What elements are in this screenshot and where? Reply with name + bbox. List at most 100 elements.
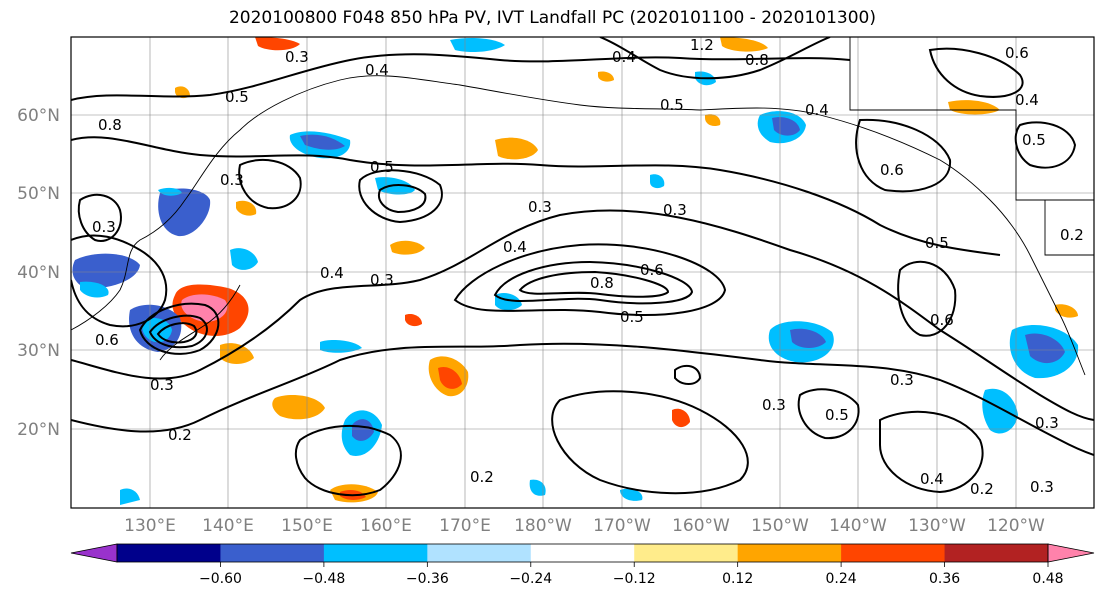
contour-line xyxy=(71,234,168,328)
negative-anomaly xyxy=(352,419,374,441)
negative-anomaly xyxy=(450,37,505,53)
contour-label: 0.3 xyxy=(663,201,687,219)
positive-anomaly xyxy=(255,37,300,51)
negative-anomaly xyxy=(790,328,826,348)
lon-label: 160°W xyxy=(672,516,730,536)
colorbar-tick-label: −0.36 xyxy=(406,571,449,587)
lon-label: 120°W xyxy=(987,516,1045,536)
contour-line xyxy=(1014,121,1077,169)
contour-label: 0.5 xyxy=(370,158,394,176)
contour-label: 0.6 xyxy=(880,161,904,179)
negative-anomaly xyxy=(158,187,182,196)
contour-label: 0.4 xyxy=(1015,91,1039,109)
contour-label: 0.2 xyxy=(168,426,192,444)
positive-anomaly xyxy=(220,343,254,364)
positive-anomaly xyxy=(672,408,690,428)
colorbar-swatch xyxy=(634,544,739,562)
contour-label: 0.3 xyxy=(220,171,244,189)
lon-label: 180°W xyxy=(514,516,572,536)
colorbar-swatch xyxy=(220,544,325,562)
colorbar-tick-label: −0.12 xyxy=(613,571,656,587)
coastline xyxy=(71,75,1086,376)
coastlines xyxy=(71,37,1094,376)
contour-label: 0.5 xyxy=(660,96,684,114)
map-layer: 0.3 0.4 0.5 0.5 0.3 0.3 0.4 0.6 0.8 0.5 … xyxy=(71,37,1094,508)
contour-label: 0.2 xyxy=(470,468,494,486)
contour-label: 0.8 xyxy=(98,116,122,134)
contour-label: 0.3 xyxy=(762,396,786,414)
contour-line xyxy=(148,314,208,349)
negative-anomaly xyxy=(620,488,643,501)
colorbar-swatch xyxy=(427,544,532,562)
positive-anomaly xyxy=(705,114,721,127)
contour-label: 0.8 xyxy=(745,51,769,69)
contour-line xyxy=(71,342,1094,456)
contour-label: 0.6 xyxy=(640,261,664,279)
colorbar-tick-label: −0.24 xyxy=(509,571,552,587)
lat-label: 40°N xyxy=(17,263,60,283)
lon-label: 170°E xyxy=(439,516,491,536)
contour-label: 0.4 xyxy=(320,264,344,282)
contour-label: 0.6 xyxy=(930,311,954,329)
colorbar-frame xyxy=(116,543,1049,563)
contour-line xyxy=(71,53,851,101)
negative-anomaly xyxy=(80,281,109,298)
positive-anomaly xyxy=(390,240,425,255)
colorbar-extend-min xyxy=(70,543,118,563)
border xyxy=(849,37,1094,201)
colorbar-swatch xyxy=(323,544,428,562)
pv-shading xyxy=(72,37,1079,505)
lon-label: 150°W xyxy=(751,516,809,536)
contour-label: 0.4 xyxy=(805,101,829,119)
contour-line xyxy=(77,193,122,242)
positive-anomaly xyxy=(495,137,538,160)
lon-label: 160°E xyxy=(360,516,412,536)
positive-anomaly xyxy=(175,86,190,99)
contour-line xyxy=(797,388,860,440)
colorbar-swatch xyxy=(841,544,946,562)
contour-line xyxy=(156,322,198,344)
contour-line xyxy=(294,424,402,497)
contour-label: 0.3 xyxy=(370,271,394,289)
contour-label: 0.8 xyxy=(590,274,614,292)
positive-anomaly xyxy=(1055,304,1078,318)
contour-line xyxy=(855,118,952,193)
negative-anomaly xyxy=(1025,333,1065,364)
lat-labels: 60°N 50°N 40°N 30°N 20°N xyxy=(17,106,60,440)
border xyxy=(1044,200,1094,256)
colorbar-swatch xyxy=(944,544,1049,562)
contour-line xyxy=(378,184,427,214)
colorbar-tick-label: −0.48 xyxy=(302,571,345,587)
contour-label: 0.5 xyxy=(225,88,249,106)
positive-anomaly xyxy=(948,100,1000,115)
negative-anomaly xyxy=(495,293,522,311)
map-title: 2020100800 F048 850 hPa PV, IVT Landfall… xyxy=(228,8,876,28)
contour-line xyxy=(138,302,220,355)
plot-frame xyxy=(70,36,1095,509)
colorbar-extend-max xyxy=(1047,543,1095,563)
contour-label: 0.6 xyxy=(1005,44,1029,62)
lon-labels: 130°E 140°E 150°E 160°E 170°E 180°W 170°… xyxy=(124,516,1045,536)
negative-anomaly xyxy=(650,174,665,189)
positive-anomaly xyxy=(438,366,462,389)
contour-line xyxy=(71,209,1094,421)
negative-anomaly xyxy=(72,253,140,289)
pv-contours xyxy=(71,37,1094,497)
contour-line xyxy=(928,47,1024,98)
lat-label: 60°N xyxy=(17,106,60,126)
colorbar-swatch xyxy=(530,544,635,562)
contour-label: 0.3 xyxy=(150,376,174,394)
contour-line xyxy=(879,410,984,494)
lat-label: 30°N xyxy=(17,341,60,361)
contour-label: 0.3 xyxy=(92,218,116,236)
contour-line xyxy=(551,390,749,495)
contour-line xyxy=(518,270,670,298)
colorbar-swatch xyxy=(117,544,221,562)
contour-line xyxy=(238,158,302,210)
lon-label: 170°W xyxy=(593,516,651,536)
positive-anomaly xyxy=(598,71,614,82)
colorbar-tick-label: 0.36 xyxy=(929,571,960,587)
colorbar-swatch xyxy=(737,544,842,562)
negative-anomaly xyxy=(320,340,362,353)
